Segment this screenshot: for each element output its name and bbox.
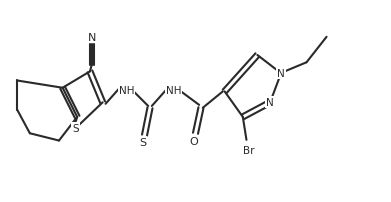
Text: NH: NH — [166, 85, 181, 95]
Text: N: N — [266, 98, 274, 108]
Text: N: N — [277, 69, 285, 79]
Text: Br: Br — [242, 145, 254, 155]
Text: NH: NH — [118, 85, 134, 95]
Text: S: S — [139, 138, 146, 148]
Text: N: N — [88, 33, 96, 43]
Text: S: S — [72, 123, 79, 133]
Text: O: O — [189, 137, 198, 146]
